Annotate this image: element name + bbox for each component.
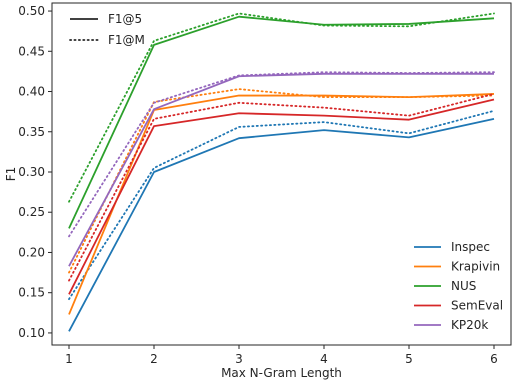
x-tick-label: 6	[490, 352, 498, 366]
legend-label: SemEval	[451, 299, 503, 313]
y-tick-label: 0.20	[18, 245, 45, 259]
y-tick-label: 0.30	[18, 165, 45, 179]
x-axis-label: Max N-Gram Length	[221, 366, 342, 380]
series-line-kp20k-f1-m	[68, 71, 495, 238]
legend-label: NUS	[451, 279, 476, 293]
metric-legend: F1@5 F1@M	[69, 12, 145, 47]
series-line-semeval-f1-m	[68, 93, 495, 282]
series-line-inspec-f1-5	[68, 118, 495, 332]
series-line-krapivin-f1-m	[68, 88, 495, 274]
series-line-semeval-f1-5	[68, 98, 495, 295]
x-tick-label: 2	[150, 352, 158, 366]
y-tick-label: 0.10	[18, 326, 45, 340]
y-tick-label: 0.35	[18, 125, 45, 139]
plot-frame	[51, 2, 512, 346]
x-tick-label: 5	[405, 352, 413, 366]
y-tick-label: 0.45	[18, 44, 45, 58]
x-tick-label: 3	[235, 352, 243, 366]
y-tick-label: 0.25	[18, 205, 45, 219]
series-line-inspec-f1-m	[68, 109, 495, 301]
plot-area: 0.10 0.15 0.20 0.25 0.30 0.35 0.40 0.45 0.50 1 2 3 4…	[18, 2, 512, 366]
series-line-nus-f1-5	[68, 15, 495, 229]
legend-label: Inspec	[451, 240, 490, 254]
legend-label: F1@M	[108, 33, 145, 47]
x-tick-label: 1	[65, 352, 73, 366]
series-line-kp20k-f1-5	[68, 72, 494, 267]
legend-label: Krapivin	[451, 260, 500, 274]
series-line-krapivin-f1-5	[68, 93, 495, 315]
dataset-legend: Inspec Krapivin NUS SemEval KP20k	[414, 240, 503, 332]
y-tick-label: 0.15	[18, 286, 45, 300]
x-tick-label: 4	[320, 352, 328, 366]
y-tick-label: 0.40	[18, 85, 45, 99]
legend-label: F1@5	[108, 12, 142, 26]
series-line-nus-f1-m	[68, 12, 495, 203]
legend-label: KP20k	[451, 318, 488, 332]
y-tick-label: 0.50	[18, 4, 45, 18]
y-axis-label: F1	[4, 167, 18, 182]
